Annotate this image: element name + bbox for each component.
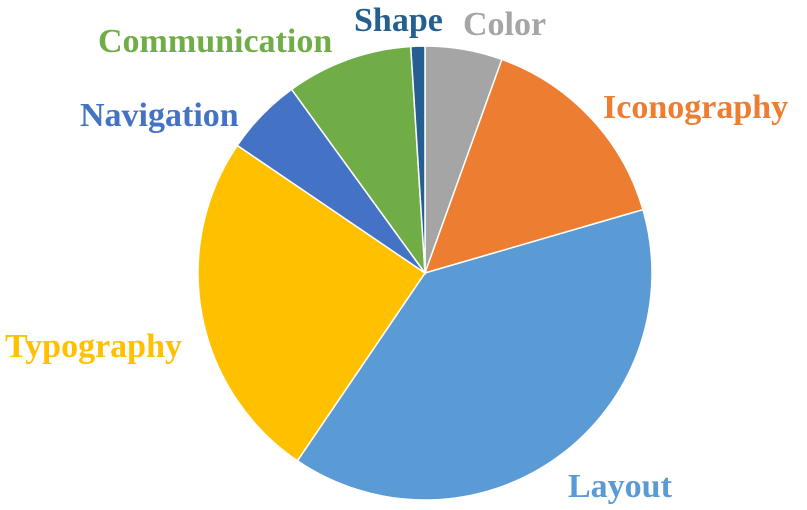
pie-label-shape: Shape	[354, 2, 443, 39]
pie-slice-shape	[409, 45, 426, 274]
pie-slices	[197, 45, 653, 501]
pie-label-navigation: Navigation	[80, 97, 239, 134]
pie-slice-typography	[197, 144, 427, 462]
pie-label-color: Color	[463, 6, 546, 43]
pie-label-iconography: Iconography	[603, 89, 788, 126]
pie-slice-layout	[296, 208, 653, 501]
pie-label-communication: Communication	[98, 23, 332, 60]
pie-labels: Color Iconography Layout Typography Navigati…	[5, 2, 788, 505]
pie-label-typography: Typography	[5, 328, 182, 365]
pie-label-layout: Layout	[568, 468, 673, 505]
pie-slice-iconography	[423, 58, 644, 275]
pie-slice-communication	[290, 45, 426, 276]
